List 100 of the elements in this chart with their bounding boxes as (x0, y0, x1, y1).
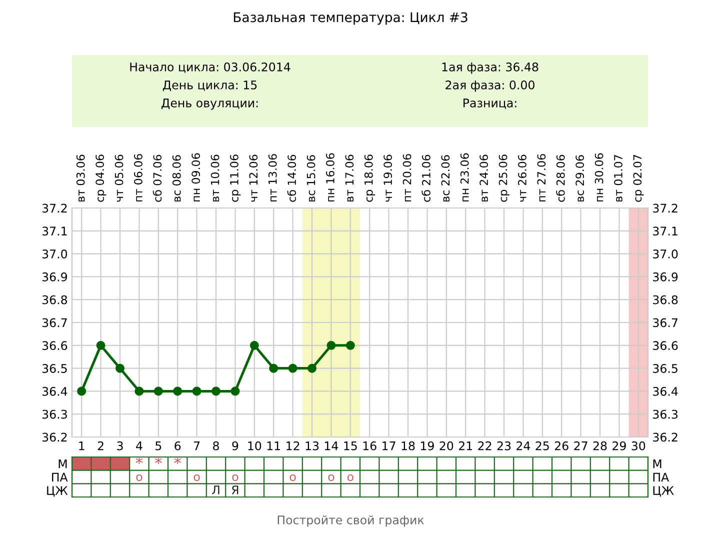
point (346, 340, 355, 350)
x2-tick-label: ср 11.06 (230, 154, 241, 202)
text: День овуляции: (162, 98, 258, 110)
x2-tick-label: сб 28.06 (556, 154, 565, 202)
y-tick-label: 36.3 (42, 410, 67, 419)
x-tick-label: 17 (382, 442, 396, 450)
text: o (347, 474, 354, 482)
x2-tick-label: пт 06.06 (134, 154, 142, 202)
x2-tick-label: сб 21.06 (422, 154, 430, 202)
x-tick-label: 5 (156, 442, 162, 450)
y-tick-label: 36.5 (42, 364, 67, 373)
x-tick-label: 6 (174, 441, 181, 450)
x-tick-label: 9 (232, 441, 238, 450)
text: * (154, 456, 162, 464)
y2-tick-label: 37.1 (653, 226, 678, 236)
y-tick-label: 37.1 (42, 226, 67, 236)
text: o (194, 474, 200, 482)
y-tick-label: 37.0 (42, 250, 68, 258)
x2-tick-label: чт 05.06 (114, 154, 124, 202)
x2-tick-label: пт 27.06 (537, 154, 546, 202)
y2-tick-label: 36.5 (653, 364, 678, 373)
point (77, 386, 86, 396)
x-tick-label: 22 (478, 441, 492, 450)
text: 1ая фаза: 36.48 (442, 62, 538, 74)
x2-tick-label: пт 13.06 (268, 154, 277, 202)
x-tick-label: 15 (344, 442, 357, 450)
x2-tick-label: пн 30.06 (594, 153, 604, 202)
y2-tick-label: 36.3 (653, 410, 678, 419)
text: День цикла: 15 (162, 80, 257, 92)
x2-tick-label: вт 03.06 (76, 154, 85, 202)
x-tick-label: 4 (136, 442, 142, 450)
y-tick-label: ЦЖ (47, 486, 68, 497)
x-tick-label: 18 (402, 441, 415, 450)
x-tick-label: 7 (194, 442, 200, 450)
x-tick-label: 21 (458, 441, 472, 450)
point (288, 364, 298, 373)
y2-tick-label: 36.9 (653, 272, 678, 282)
y-tick-label: 36.7 (42, 318, 67, 328)
x-tick-label: 14 (324, 442, 338, 450)
y2-tick-label: ПА (653, 472, 670, 482)
x2-tick-label: вт 17.06 (345, 154, 354, 202)
x-tick-label: 19 (420, 441, 434, 450)
x2-tick-label: вс 22.06 (441, 155, 450, 202)
text: Постройте свой график (278, 515, 424, 527)
text: Я (232, 486, 238, 494)
point (307, 364, 317, 373)
text: * (136, 456, 143, 464)
x-tick-label: 13 (306, 441, 319, 450)
y-tick-label: 36.6 (42, 341, 68, 350)
x2-tick-label: сб 14.06 (287, 154, 296, 202)
x-tick-label: 2 (98, 441, 104, 450)
y-tick-label: 36.8 (42, 295, 68, 304)
x2-tick-label: ср 25.06 (498, 154, 510, 202)
y-tick-label: 36.4 (42, 386, 68, 396)
point (173, 386, 182, 396)
x2-tick-label: чт 19.06 (384, 154, 392, 202)
y2-tick-label: ЦЖ (653, 486, 674, 497)
x2-tick-label: вс 08.06 (172, 155, 181, 202)
x2-tick-label: вт 01.07 (614, 155, 622, 202)
text: o (328, 474, 334, 482)
text: o (136, 474, 142, 482)
x-tick-label: 11 (267, 442, 280, 450)
y2-tick-label: 37.0 (653, 250, 678, 258)
x-tick-label: 30 (632, 441, 646, 450)
point (115, 364, 125, 373)
point (154, 386, 163, 396)
x-tick-label: 28 (593, 441, 607, 450)
x-tick-label: 27 (574, 441, 588, 450)
text: Начало цикла: 03.06.2014 (130, 62, 290, 73)
y-tick-label: М (58, 460, 67, 468)
text: 2ая фаза: 0.00 (446, 80, 534, 92)
x2-tick-label: пн 16.06 (326, 153, 334, 202)
y-tick-label: 36.2 (42, 432, 67, 442)
x2-tick-label: вс 29.06 (576, 155, 584, 202)
point (192, 386, 202, 396)
x-tick-label: 1 (79, 442, 84, 450)
x2-tick-label: чт 26.06 (518, 154, 526, 202)
text: Л (212, 486, 220, 494)
point (211, 386, 221, 396)
y-tick-label: ПА (52, 472, 68, 482)
x-tick-label: 8 (213, 441, 219, 450)
x2-tick-label: вт 10.06 (210, 154, 220, 202)
x2-tick-label: пн 09.06 (192, 153, 200, 202)
text: o (232, 474, 238, 482)
x2-tick-label: чт 12.06 (249, 154, 258, 202)
point (96, 340, 106, 350)
chart-title: Базальная температура: Цикл #3 (234, 12, 468, 25)
text: o (290, 474, 296, 482)
point (134, 386, 144, 396)
y-tick-label: 37.2 (42, 204, 67, 213)
x-tick-label: 3 (117, 441, 123, 450)
x2-tick-label: ср 02.07 (633, 154, 644, 202)
y2-tick-label: 36.2 (653, 432, 678, 442)
x-tick-label: 23 (497, 441, 511, 450)
x-tick-label: 20 (440, 441, 454, 450)
y2-tick-label: 36.6 (653, 341, 678, 350)
x-tick-label: 29 (612, 441, 626, 450)
x-tick-label: 12 (286, 441, 300, 450)
text: Разница: (464, 98, 516, 109)
point (230, 386, 240, 396)
